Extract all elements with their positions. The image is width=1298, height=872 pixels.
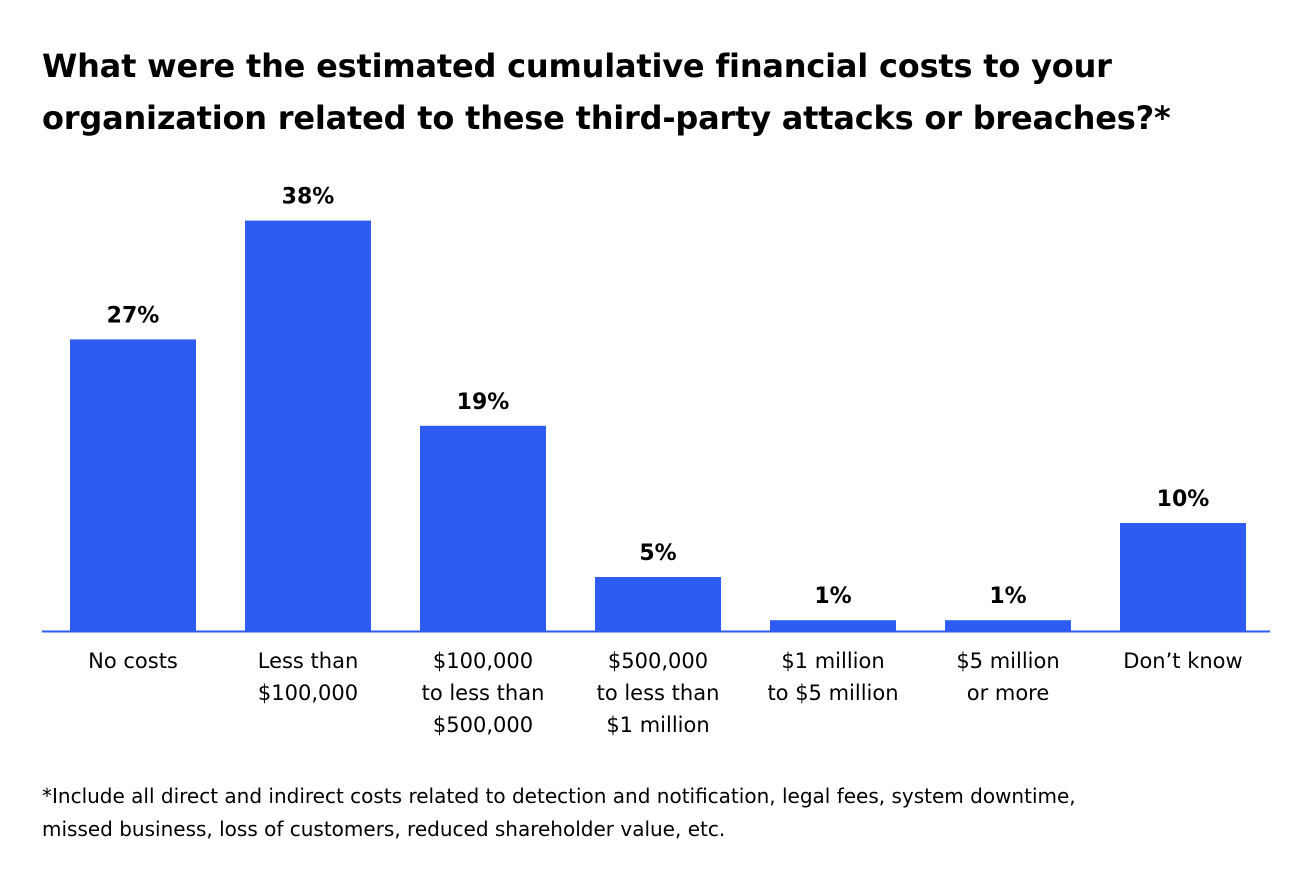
bar (245, 220, 371, 631)
x-tick-label: $1 million to $5 million (767, 649, 898, 705)
data-label: 1% (814, 584, 851, 609)
chart-title-line-2: organization related to these third-part… (42, 99, 1171, 137)
x-tick-label-line: to $5 million (767, 681, 898, 705)
x-tick-label-line: No costs (88, 649, 178, 673)
footnote: *Include all direct and indirect costs r… (42, 780, 1272, 846)
bar (945, 620, 1071, 631)
data-label: 38% (282, 185, 335, 210)
data-label: 10% (1157, 487, 1210, 512)
x-tick-label-line: $5 million (956, 649, 1059, 673)
data-labels-group: 27% 38% 19% 5% 1% 1% 10% (107, 185, 1210, 610)
x-tick-label: Less than $100,000 (258, 649, 359, 705)
x-tick-label-line: $500,000 (433, 713, 533, 737)
data-label: 19% (457, 390, 510, 415)
x-tick-label-line: or more (967, 681, 1050, 705)
chart-title-line-1: What were the estimated cumulative finan… (42, 47, 1112, 85)
bar (770, 620, 896, 631)
category-labels-group: No costs Less than $100,000 $100,000 to less… (88, 649, 1243, 737)
data-label: 1% (989, 584, 1026, 609)
x-tick-label-line: Less than (258, 649, 359, 673)
x-tick-label-line: $500,000 (608, 649, 708, 673)
x-tick-label-line: $1 million (606, 713, 709, 737)
chart-title: What were the estimated cumulative finan… (42, 40, 1262, 144)
footnote-line-1: *Include all direct and indirect costs r… (42, 784, 1076, 808)
data-label: 5% (639, 541, 676, 566)
x-tick-label-line: $100,000 (433, 649, 533, 673)
x-tick-label-line: $1 million (781, 649, 884, 673)
x-tick-label-line: $100,000 (258, 681, 358, 705)
bar (1120, 523, 1246, 631)
x-tick-label: No costs (88, 649, 178, 673)
footnote-line-2: missed business, loss of customers, redu… (42, 817, 726, 841)
x-tick-label: $500,000 to less than $1 million (597, 649, 720, 737)
x-tick-label-line: to less than (422, 681, 545, 705)
x-tick-label: Don’t know (1123, 649, 1242, 673)
bar (420, 425, 546, 631)
bar (595, 577, 721, 631)
bars-group (70, 220, 1246, 631)
x-tick-label: $5 million or more (956, 649, 1059, 705)
x-tick-label: $100,000 to less than $500,000 (422, 649, 545, 737)
x-tick-label-line: to less than (597, 681, 720, 705)
bar (70, 339, 196, 631)
x-tick-label-line: Don’t know (1123, 649, 1242, 673)
data-label: 27% (107, 303, 160, 328)
